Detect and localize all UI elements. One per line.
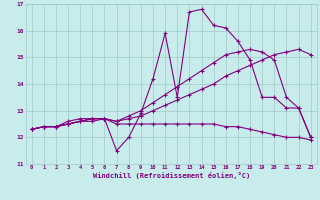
X-axis label: Windchill (Refroidissement éolien,°C): Windchill (Refroidissement éolien,°C) xyxy=(92,172,250,179)
